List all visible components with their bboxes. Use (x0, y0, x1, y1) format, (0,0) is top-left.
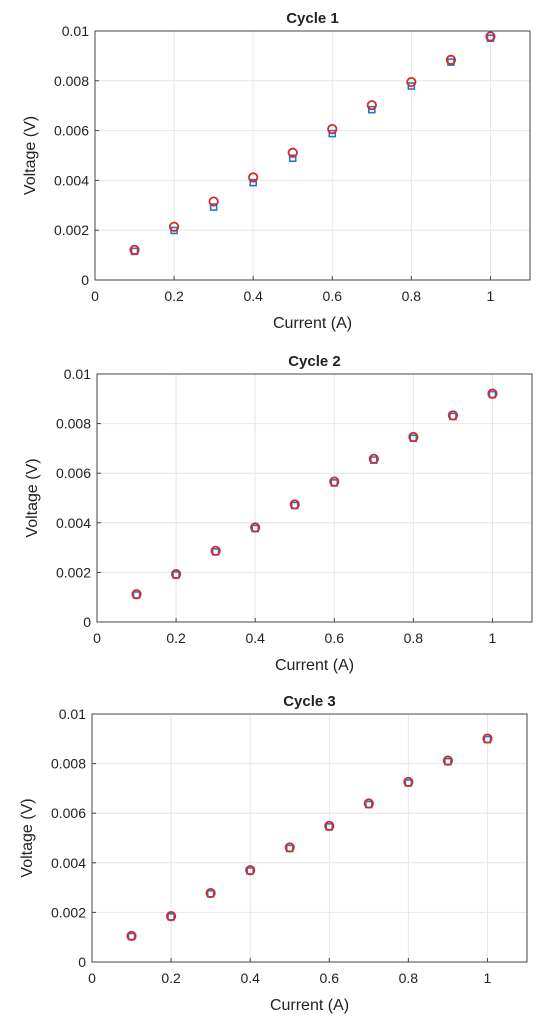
data-point-circle (442, 755, 454, 766)
data-point-square (209, 203, 218, 211)
y-tick-label: 0.002 (56, 564, 91, 580)
data-point-square (249, 178, 257, 187)
data-point-circle (205, 887, 216, 899)
y-tick-label: 0.002 (54, 222, 89, 238)
x-tick-label: 0.6 (320, 970, 340, 986)
y-tick-label: 0.01 (59, 706, 86, 722)
data-point-circle (168, 221, 180, 232)
x-tick-label: 0 (91, 288, 99, 304)
data-point-circle (485, 31, 496, 42)
data-point-circle (248, 172, 259, 183)
chart-1: 0 0.2 0.4 0.6 0.8 1 0 0.002 0.004 0.006 0.008 0.01 C… (22, 10, 531, 332)
plot-area (95, 31, 530, 280)
data-point-circle (126, 930, 137, 942)
x-tick-label: 0.6 (323, 288, 343, 304)
data-point-circle (250, 522, 261, 533)
y-axis-label: Voltage (V) (24, 458, 41, 537)
x-tick-label: 0.8 (402, 288, 422, 304)
plot-area (92, 714, 527, 962)
x-tick-label: 0 (93, 630, 101, 646)
data-point-circle (487, 388, 498, 399)
data-point-circle (408, 431, 419, 443)
x-tick-label: 1 (484, 970, 492, 986)
y-tick-label: 0.01 (62, 23, 89, 39)
data-point-circle (208, 196, 219, 207)
x-tick-label: 0.2 (161, 970, 181, 986)
y-tick-label: 0.01 (64, 366, 91, 382)
data-point-square (368, 105, 376, 114)
x-tick-label: 0 (88, 970, 96, 986)
x-axis-label: Current (A) (270, 997, 349, 1014)
x-axis-label: Current (A) (273, 315, 352, 332)
data-point-circle (445, 54, 457, 65)
chart-title: Cycle 2 (288, 353, 341, 370)
data-point-circle (366, 100, 377, 111)
data-point-circle (482, 733, 493, 744)
chart-2: 0 0.2 0.4 0.6 0.8 1 0 0.002 0.004 0.006 0.008 0.01 C… (24, 353, 533, 674)
x-tick-label: 0.6 (325, 630, 345, 646)
x-tick-label: 0.4 (243, 288, 263, 304)
data-point-circle (165, 911, 177, 922)
data-point-circle (327, 124, 338, 135)
data-point-circle (447, 410, 459, 421)
y-tick-label: 0 (81, 272, 89, 288)
y-tick-label: 0.002 (51, 904, 86, 920)
y-tick-label: 0.008 (56, 416, 91, 432)
axes-frame (96, 373, 533, 623)
data-point-circle (131, 589, 142, 600)
data-point-circle (289, 499, 300, 510)
y-tick-label: 0.008 (54, 73, 89, 89)
x-tick-label: 1 (487, 288, 495, 304)
y-tick-label: 0.006 (56, 465, 91, 481)
y-tick-label: 0 (78, 954, 86, 970)
data-point-circle (403, 776, 414, 788)
data-point-circle (406, 76, 417, 88)
data-point-circle (363, 798, 374, 809)
y-tick-label: 0.004 (51, 855, 86, 871)
y-axis-label: Voltage (V) (22, 116, 39, 195)
y-tick-label: 0.006 (51, 805, 86, 821)
chart-3: 0 0.2 0.4 0.6 0.8 1 0 0.002 0.004 0.006 0.008 0.01 C… (19, 693, 528, 1014)
y-tick-label: 0.006 (54, 123, 89, 139)
y-axis-label: Voltage (V) (19, 798, 36, 877)
data-point-circle (329, 476, 340, 487)
y-tick-label: 0 (83, 614, 91, 630)
plot-area (97, 374, 532, 622)
x-tick-label: 0.8 (404, 630, 424, 646)
data-point-square (328, 129, 337, 138)
data-point-circle (368, 453, 379, 464)
data-point-circle (324, 820, 335, 831)
data-point-circle (129, 244, 140, 255)
chart-title: Cycle 1 (286, 10, 339, 27)
axes-frame (91, 713, 528, 963)
data-point-circle (284, 842, 295, 853)
data-point-circle (210, 545, 221, 556)
data-point-square (288, 154, 297, 163)
data-point-circle (287, 147, 298, 158)
x-tick-label: 0.4 (245, 630, 265, 646)
x-axis-label: Current (A) (275, 657, 354, 674)
y-tick-label: 0.008 (51, 756, 86, 772)
data-point-circle (245, 865, 256, 876)
data-point-circle (170, 569, 182, 580)
chart-title: Cycle 3 (283, 693, 336, 710)
y-tick-label: 0.004 (54, 172, 89, 188)
x-tick-label: 0.2 (164, 288, 184, 304)
x-tick-label: 0.8 (399, 970, 419, 986)
x-tick-label: 1 (489, 630, 497, 646)
axes-frame (94, 30, 531, 281)
x-tick-label: 0.2 (166, 630, 186, 646)
y-tick-label: 0.004 (56, 515, 91, 531)
x-tick-label: 0.4 (240, 970, 260, 986)
